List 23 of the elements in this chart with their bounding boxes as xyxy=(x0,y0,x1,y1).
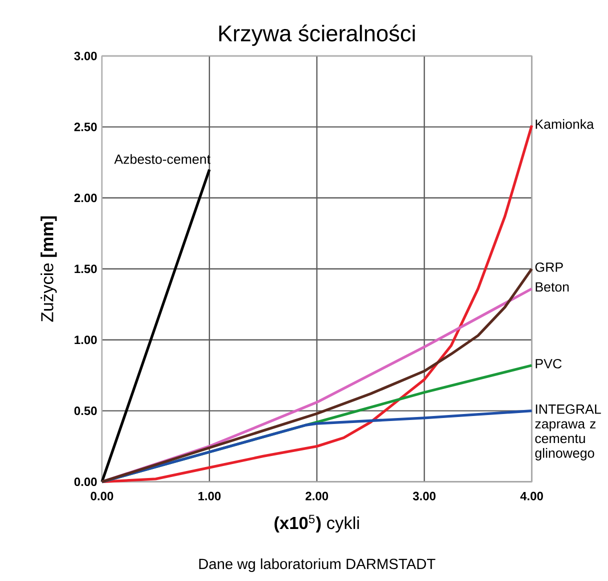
y-tick-label: 0.00 xyxy=(74,478,97,486)
series-label: GRP xyxy=(535,262,563,272)
y-tick-label: 2.50 xyxy=(74,122,97,132)
x-tick-label: 2.00 xyxy=(306,492,328,500)
x-tick-label: 0.00 xyxy=(90,492,114,500)
y-tick-label: 2.00 xyxy=(74,194,97,202)
y-tick-label: 0.50 xyxy=(74,406,97,416)
x-tick-label: 1.00 xyxy=(198,492,221,500)
y-tick-label: 1.00 xyxy=(74,336,97,344)
x-tick-label: 3.00 xyxy=(412,492,436,500)
series-label: INTEGRAL zaprawa z cementu glinowego xyxy=(535,404,601,461)
x-axis-title: (x10$^{5}$) cykli xyxy=(274,514,359,533)
x-tick-label: 4.00 xyxy=(520,492,543,500)
line-series xyxy=(100,124,534,484)
y-tick-label: 3.00 xyxy=(74,52,97,60)
text: Dane wg laboratorium DARMSTADT xyxy=(199,558,436,572)
y-axis-title: Zużycie [mm] xyxy=(40,216,57,322)
series-label: PVC xyxy=(536,359,562,369)
series-label: Kamionka xyxy=(536,119,594,130)
y-tick-label: 1.50 xyxy=(74,264,97,274)
series-label: Beton xyxy=(536,282,569,292)
line-series xyxy=(100,410,534,484)
chart-title: Krzywa ścieralności xyxy=(219,24,415,46)
